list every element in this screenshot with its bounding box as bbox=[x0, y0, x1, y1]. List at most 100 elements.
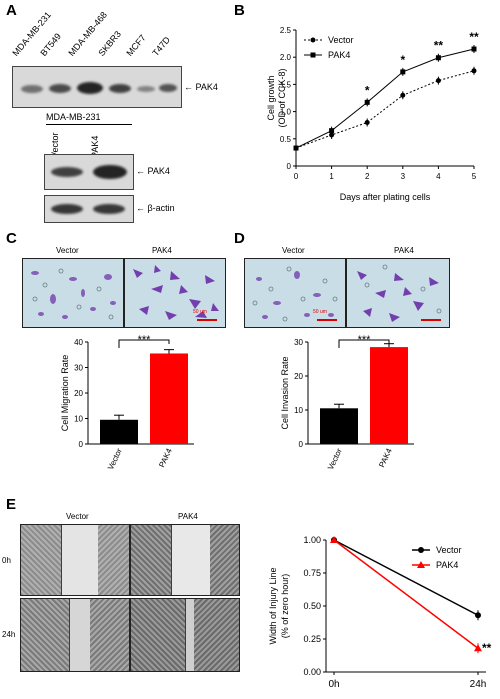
y-tick-label: 0.5 bbox=[280, 135, 292, 144]
x-tick-label: 0 bbox=[294, 172, 299, 181]
x-tick-label: PAK4 bbox=[157, 447, 174, 469]
bar bbox=[100, 419, 138, 444]
y-axis-label: Width of Injury Line bbox=[268, 567, 278, 644]
cell-line-label: SKBR3 bbox=[96, 28, 123, 58]
x-axis-label: Days after plating cells bbox=[340, 192, 431, 202]
wound-image-vector-24h bbox=[20, 598, 130, 672]
x-tick-label: 2 bbox=[365, 172, 370, 181]
actin-arrow-label: ← β-actin bbox=[136, 203, 175, 213]
wound-gap bbox=[61, 525, 99, 595]
data-point bbox=[475, 612, 481, 619]
migration-image-vector bbox=[22, 258, 124, 328]
panel-letter-d: D bbox=[234, 230, 245, 247]
y-axis-label: Cell Invasion Rate bbox=[280, 356, 290, 429]
significance-marker: ** bbox=[469, 30, 479, 44]
y-tick-label: 0 bbox=[79, 440, 84, 449]
subpanel-title: MDA-MB-231 bbox=[46, 112, 101, 122]
scale-bar bbox=[197, 319, 217, 321]
x-tick-label: 0h bbox=[328, 679, 339, 690]
subpanel-underline bbox=[46, 124, 132, 125]
series-line bbox=[333, 539, 479, 616]
wound-image-pak4-24h bbox=[130, 598, 240, 672]
y-tick-label: 40 bbox=[74, 338, 83, 347]
y-tick-label: 2.0 bbox=[280, 53, 292, 62]
wound-image-pak4-0h bbox=[130, 524, 240, 596]
blot-band bbox=[21, 85, 43, 93]
image-label-vector: Vector bbox=[282, 246, 305, 255]
legend-label: Vector bbox=[328, 35, 354, 45]
y-tick-label: 0 bbox=[287, 162, 292, 171]
x-tick-label: 4 bbox=[436, 172, 441, 181]
cell-line-label: T47D bbox=[150, 34, 173, 58]
legend-marker bbox=[310, 37, 316, 43]
legend-marker bbox=[418, 547, 424, 553]
wound-gap bbox=[171, 525, 211, 595]
legend-label: PAK4 bbox=[328, 50, 350, 60]
cell-line-label: MCF7 bbox=[124, 32, 148, 58]
migration-bar-chart: 0 10 20 30 40 Cell Migration Rate Vector PAK4 **… bbox=[60, 334, 194, 471]
data-point bbox=[471, 68, 477, 74]
wound-image-vector-0h bbox=[20, 524, 130, 596]
series-line bbox=[295, 48, 475, 149]
image-label-pak4: PAK4 bbox=[394, 246, 414, 255]
y-tick-label: 0.25 bbox=[303, 634, 321, 644]
image-label-vector: Vector bbox=[56, 246, 79, 255]
legend-marker bbox=[310, 52, 316, 58]
x-tick-label: 1 bbox=[329, 172, 334, 181]
data-point bbox=[293, 145, 299, 151]
panel-letter-e: E bbox=[6, 496, 17, 513]
data-point bbox=[400, 92, 406, 98]
y-tick-label: 10 bbox=[74, 415, 83, 424]
cell-texture bbox=[357, 264, 442, 322]
blot-band bbox=[109, 84, 131, 93]
cell-texture bbox=[252, 266, 338, 322]
cell-monolayer bbox=[21, 525, 61, 595]
wound-col-label-vector: Vector bbox=[66, 512, 89, 521]
x-tick-label: 3 bbox=[401, 172, 406, 181]
data-point bbox=[364, 119, 370, 125]
data-point bbox=[330, 536, 338, 543]
significance-bracket bbox=[338, 339, 390, 348]
y-tick-label: 10 bbox=[294, 406, 303, 415]
significance-marker: * bbox=[400, 53, 405, 67]
legend-marker bbox=[417, 561, 425, 568]
wound-row-label-0h: 0h bbox=[2, 556, 11, 565]
y-tick-label: 30 bbox=[74, 364, 83, 373]
pak4-arrow-label: ← PAK4 bbox=[136, 166, 170, 176]
cell-monolayer bbox=[21, 599, 69, 671]
x-tick-label: 5 bbox=[472, 172, 477, 181]
blot-band bbox=[137, 86, 155, 92]
y-axis-label: (OD of CCK-8) bbox=[277, 68, 287, 127]
significance-marker: ** bbox=[482, 641, 492, 655]
panel-letter-b: B bbox=[234, 2, 245, 19]
scale-bar-label: 50 um bbox=[193, 309, 207, 315]
y-tick-label: 20 bbox=[74, 389, 83, 398]
cell-monolayer bbox=[194, 599, 239, 671]
cell-line-label: BT549 bbox=[38, 31, 64, 58]
bar bbox=[320, 408, 358, 444]
y-tick-label: 0.00 bbox=[303, 667, 321, 677]
significance-marker: *** bbox=[138, 334, 152, 346]
scale-bar bbox=[421, 319, 441, 321]
scale-bar-label: 50 um bbox=[313, 309, 327, 315]
wound-row-label-24h: 24h bbox=[2, 630, 16, 639]
y-tick-label: 20 bbox=[294, 372, 303, 381]
legend-label: Vector bbox=[436, 545, 462, 555]
invasion-image-vector: 50 um bbox=[244, 258, 346, 328]
bar bbox=[150, 353, 188, 444]
image-label-pak4: PAK4 bbox=[152, 246, 172, 255]
significance-bracket bbox=[118, 339, 170, 348]
data-point bbox=[364, 99, 370, 105]
western-blot-pak4 bbox=[44, 154, 134, 190]
cell-monolayer bbox=[90, 599, 129, 671]
scale-bar bbox=[317, 319, 337, 321]
wound-closure-line-chart: 0.00 0.25 0.50 0.75 1.00 0h 24h Width of Injury… bbox=[268, 535, 492, 690]
bar bbox=[370, 347, 408, 444]
cell-texture bbox=[133, 265, 219, 321]
x-tick-label: PAK4 bbox=[377, 447, 394, 469]
blot-band bbox=[93, 165, 127, 179]
cell-monolayer bbox=[98, 525, 129, 595]
blot-band bbox=[49, 84, 71, 93]
western-blot-actin bbox=[44, 195, 134, 223]
growth-line-chart: 0 0.5 1.0 1.5 2.0 2.5 0 1 2 3 4 5 Days after plating… bbox=[266, 26, 479, 202]
